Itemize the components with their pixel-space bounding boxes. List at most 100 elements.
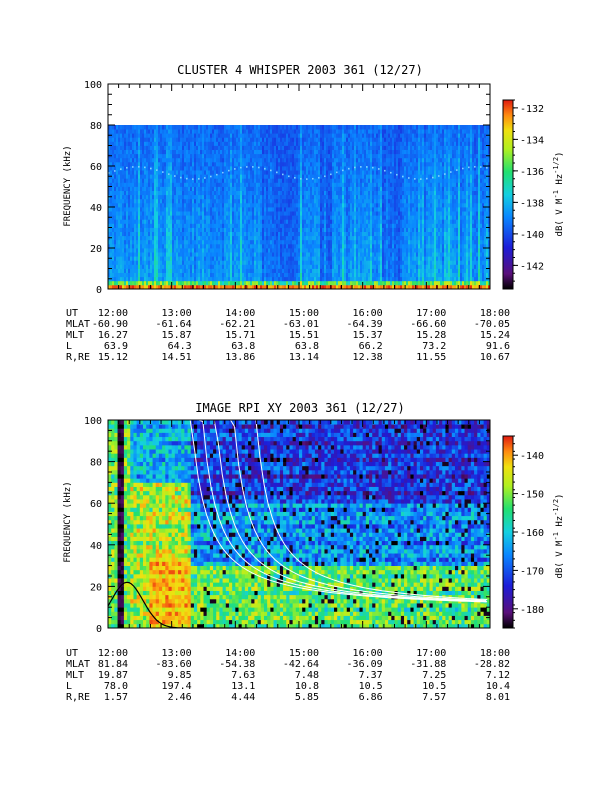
heatmap-cell — [168, 235, 171, 241]
heatmap-cell — [264, 182, 267, 187]
heatmap-cell — [246, 284, 249, 290]
heatmap-cell — [224, 268, 227, 273]
heatmap-cell — [208, 145, 211, 150]
heatmap-cell — [182, 239, 185, 245]
heatmap-cell — [192, 182, 195, 187]
heatmap-cell — [214, 178, 217, 183]
heatmap-cell — [196, 186, 199, 191]
heatmap-cell — [216, 153, 219, 159]
heatmap-cell — [238, 137, 241, 142]
heatmap-cell — [146, 129, 149, 134]
heatmap-cell — [234, 178, 237, 183]
heatmap-cell — [110, 207, 113, 212]
heatmap-cell — [164, 284, 167, 290]
heatmap-cell — [162, 125, 165, 130]
heatmap-cell — [198, 256, 201, 261]
heatmap-cell — [250, 190, 253, 196]
heatmap-cell — [266, 207, 269, 212]
heatmap-cell — [124, 268, 127, 273]
heatmap-cell — [220, 272, 223, 278]
heatmap-cell — [126, 129, 129, 134]
heatmap-cell — [140, 260, 143, 265]
heatmap-cell — [130, 252, 133, 257]
heatmap-cell — [134, 129, 137, 134]
heatmap-cell — [118, 243, 121, 249]
heatmap-cell — [270, 235, 273, 241]
heatmap-cell — [136, 170, 139, 175]
heatmap-cell — [262, 166, 265, 171]
heatmap-cell — [256, 231, 259, 237]
heatmap-cell — [110, 219, 113, 224]
heatmap-cell — [198, 284, 201, 290]
heatmap-cell — [212, 194, 215, 200]
heatmap-cell — [256, 145, 259, 150]
heatmap-cell — [154, 235, 157, 241]
heatmap-cell — [142, 190, 145, 196]
heatmap-cell — [180, 272, 183, 278]
heatmap-cell — [202, 235, 205, 241]
heatmap-cell — [268, 182, 271, 187]
heatmap-cell — [222, 211, 225, 216]
heatmap-cell — [148, 260, 151, 265]
heatmap-cell — [140, 166, 143, 171]
heatmap-cell — [226, 248, 229, 253]
heatmap-cell — [116, 133, 119, 138]
heatmap-cell — [150, 219, 153, 224]
heatmap-cell — [214, 256, 217, 261]
heatmap-cell — [244, 161, 247, 167]
heatmap-cell — [226, 272, 229, 278]
heatmap-cell — [170, 190, 173, 196]
heatmap-cell — [110, 157, 113, 163]
heatmap-cell — [146, 223, 149, 228]
heatmap-cell — [226, 194, 229, 200]
heatmap-cell — [210, 170, 213, 175]
heatmap-cell — [128, 252, 131, 257]
heatmap-cell — [116, 252, 119, 257]
heatmap-cell — [238, 141, 241, 146]
heatmap-cell — [144, 215, 147, 220]
heatmap-cell — [262, 194, 265, 200]
heatmap-cell — [258, 227, 261, 232]
heatmap-cell — [146, 248, 149, 253]
heatmap-cell — [158, 186, 161, 191]
heatmap-cell — [212, 252, 215, 257]
heatmap-cell — [112, 260, 115, 265]
heatmap-cell — [234, 215, 237, 220]
heatmap-cell — [114, 256, 117, 261]
heatmap-cell — [266, 264, 269, 269]
heatmap-cell — [184, 141, 187, 146]
heatmap-cell — [234, 211, 237, 216]
heatmap-cell — [234, 145, 237, 150]
heatmap-cell — [176, 215, 179, 220]
heatmap-cell — [172, 256, 175, 261]
heatmap-cell — [116, 239, 119, 245]
heatmap-cell — [198, 157, 201, 163]
heatmap-cell — [136, 260, 139, 265]
heatmap-cell — [134, 145, 137, 150]
heatmap-cell — [162, 145, 165, 150]
heatmap-cell — [208, 219, 211, 224]
heatmap-cell — [214, 161, 217, 167]
heatmap-cell — [228, 243, 231, 249]
heatmap-cell — [204, 276, 207, 282]
heatmap-cell — [230, 178, 233, 183]
heatmap-cell — [232, 268, 235, 273]
heatmap-cell — [216, 272, 219, 278]
heatmap-cell — [242, 264, 245, 269]
heatmap-cell — [186, 256, 189, 261]
heatmap-cell — [212, 182, 215, 187]
heatmap-cell — [130, 178, 133, 183]
heatmap-cell — [230, 252, 233, 257]
heatmap-cell — [198, 186, 201, 191]
heatmap-cell — [218, 141, 221, 146]
heatmap-cell — [206, 272, 209, 278]
heatmap-cell — [270, 231, 273, 237]
heatmap-cell — [154, 239, 157, 245]
heatmap-cell — [158, 166, 161, 171]
heatmap-cell — [126, 194, 129, 200]
heatmap-cell — [118, 194, 121, 200]
heatmap-cell — [168, 219, 171, 224]
heatmap-cell — [198, 260, 201, 265]
heatmap-cell — [132, 243, 135, 249]
heatmap-cell — [228, 284, 231, 290]
